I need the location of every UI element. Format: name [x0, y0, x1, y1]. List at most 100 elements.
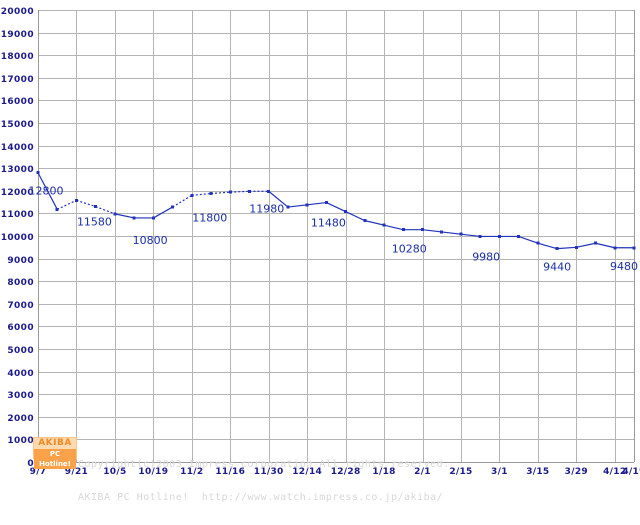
copyright-line-1: Copyright(c)2003 Impress corporation All…: [78, 459, 450, 470]
data-point-marker: [459, 232, 463, 236]
series-segment: [345, 211, 366, 222]
y-axis-tick-label: 18000: [1, 52, 34, 62]
data-point-marker: [440, 230, 444, 234]
x-axis-tick-label: 1/18: [372, 467, 395, 477]
copyright-watermark: Copyright(c)2003 Impress corporation All…: [78, 437, 548, 525]
data-point-marker: [151, 216, 155, 220]
copyright-line-2: AKIBA PC Hotline! http://www.watch.impre…: [78, 492, 444, 503]
data-point-marker: [286, 205, 290, 209]
y-axis-tick-label: 16000: [1, 97, 34, 107]
data-point-value-label: 9480: [610, 260, 638, 273]
logo-bottom-text: PC Hotline!: [34, 449, 76, 469]
series-segment: [114, 213, 135, 219]
x-axis-tick-label: 11/2: [180, 467, 203, 477]
logo-top-text: AKIBA: [38, 438, 72, 448]
data-point-marker: [363, 219, 367, 223]
data-point-value-label: 11800: [192, 211, 227, 224]
y-axis-tick-label: 13000: [1, 165, 34, 175]
x-axis-tick-label: 3/15: [526, 467, 549, 477]
data-point-marker: [382, 223, 386, 227]
x-axis-tick-label: 12/14: [292, 467, 322, 477]
y-axis-tick-label: 5000: [7, 346, 34, 356]
x-axis-tick-label: 3/1: [491, 467, 508, 477]
data-point-marker: [228, 190, 232, 194]
data-point-value-label: 10280: [392, 243, 427, 256]
series-segment: [422, 229, 442, 233]
data-point-value-label: 11580: [77, 215, 112, 228]
series-segment: [518, 235, 539, 244]
data-point-marker: [478, 234, 482, 238]
x-axis-tick-labels: 9/7 9/21 10/5 10/19 11/2 11/16 11/30 12/14 12/28…: [30, 467, 640, 477]
data-point-marker: [171, 205, 175, 209]
y-axis-tick-label: 2000: [7, 414, 34, 424]
y-axis-tick-label: 6000: [7, 323, 34, 333]
data-point-marker: [132, 216, 136, 220]
data-point-marker: [36, 171, 40, 175]
price-series-line: [37, 172, 634, 250]
chart-canvas: 2000019000180001700016000150001400013000…: [1, 7, 640, 477]
series-segment: [268, 190, 289, 208]
x-axis-tick-label: 4/19: [622, 467, 640, 477]
x-axis-tick-label: 2/15: [449, 467, 472, 477]
x-axis-tick-label: 11/16: [215, 467, 245, 477]
y-axis-tick-label: 11000: [1, 210, 34, 220]
y-axis-tick-label: 20000: [1, 7, 34, 17]
data-point-marker: [247, 189, 251, 193]
series-segment: [287, 204, 308, 208]
series-segment: [595, 242, 615, 249]
y-axis-tick-label: 7000: [7, 301, 34, 311]
data-point-marker: [324, 201, 328, 205]
y-axis-tick-label: 10000: [1, 233, 34, 243]
y-axis-tick-label: 14000: [1, 143, 34, 153]
data-point-value-label: 12800: [29, 185, 64, 198]
data-point-marker: [555, 247, 559, 251]
data-point-marker: [74, 198, 78, 202]
data-point-value-label: 11980: [249, 202, 284, 215]
data-point-value-label: 10800: [133, 234, 168, 247]
data-point-marker: [594, 241, 598, 245]
y-axis-tick-label: 19000: [1, 30, 34, 40]
series-segment: [76, 199, 96, 208]
x-axis-tick-label: 3/29: [565, 467, 588, 477]
data-point-value-labels: 12800 11580 10800 11800 11980 11480 10280 9980 9…: [29, 185, 639, 274]
series-segment: [191, 192, 212, 196]
data-point-value-label: 9980: [472, 250, 500, 263]
y-axis-tick-label: 12000: [1, 188, 34, 198]
data-point-marker: [55, 207, 59, 211]
x-axis-tick-label: 4/12: [603, 467, 626, 477]
series-segment: [576, 242, 596, 248]
y-axis-tick-label: 1000: [7, 436, 34, 446]
data-point-marker: [536, 241, 540, 245]
y-axis-tick-label: 17000: [1, 75, 34, 85]
x-axis-tick-label: 9/7: [30, 467, 47, 477]
price-history-chart: 20000 19000 18000 17000 16000 15000 14000 13000…: [1, 7, 640, 503]
x-axis-tick-label: 2/1: [414, 467, 431, 477]
series-segment: [383, 224, 404, 231]
x-axis-tick-label: 10/5: [103, 467, 126, 477]
data-point-value-label: 9440: [543, 261, 571, 274]
y-axis-tick-label: 8000: [7, 278, 34, 288]
series-segment: [56, 199, 77, 210]
price-series-markers: [36, 171, 636, 251]
y-axis-tick-labels: 2000019000180001700016000150001400013000…: [1, 7, 34, 469]
akiba-pc-hotline-logo: AKIBA PC Hotline!: [33, 437, 77, 469]
y-axis-tick-label: 9000: [7, 256, 34, 266]
data-point-marker: [94, 205, 98, 209]
data-point-marker: [344, 210, 348, 214]
series-segment: [210, 191, 231, 195]
data-point-marker: [267, 189, 271, 193]
data-point-marker: [497, 234, 501, 238]
data-point-marker: [613, 246, 617, 250]
data-point-marker: [190, 193, 194, 197]
data-point-marker: [113, 212, 117, 216]
x-axis-tick-label: 12/28: [331, 467, 361, 477]
data-point-marker: [517, 234, 521, 238]
series-segment: [307, 201, 327, 206]
series-segment: [557, 246, 577, 250]
data-point-marker: [574, 245, 578, 249]
data-point-value-label: 11480: [311, 217, 346, 230]
data-point-marker: [632, 246, 636, 250]
chart-gridlines: [38, 10, 635, 463]
series-segment: [37, 172, 58, 210]
series-segment: [537, 242, 558, 250]
